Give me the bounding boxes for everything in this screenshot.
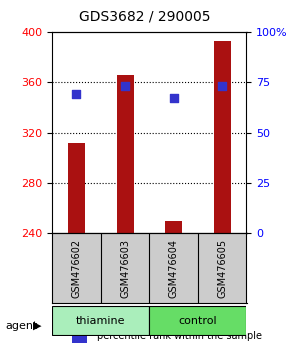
Text: agent: agent [6, 321, 38, 331]
Bar [165, 221, 182, 234]
Text: control: control [179, 315, 217, 326]
FancyBboxPatch shape [149, 306, 246, 335]
Text: percentile rank within the sample: percentile rank within the sample [97, 331, 262, 341]
Text: GDS3682 / 290005: GDS3682 / 290005 [79, 9, 211, 23]
Bar [72, 307, 87, 320]
Text: thiamine: thiamine [76, 315, 126, 326]
Point [171, 96, 176, 101]
Text: GSM476605: GSM476605 [217, 239, 227, 298]
Point [123, 84, 127, 89]
Text: GSM476602: GSM476602 [72, 239, 81, 298]
Text: GSM476604: GSM476604 [169, 239, 179, 298]
Bar [72, 329, 87, 343]
Bar [117, 75, 134, 234]
Bar [68, 143, 85, 234]
Point [74, 92, 79, 97]
FancyBboxPatch shape [52, 306, 149, 335]
Text: count: count [97, 309, 124, 319]
Text: ▶: ▶ [33, 321, 42, 331]
Bar [214, 41, 231, 234]
Text: GSM476603: GSM476603 [120, 239, 130, 298]
Point [220, 84, 224, 89]
